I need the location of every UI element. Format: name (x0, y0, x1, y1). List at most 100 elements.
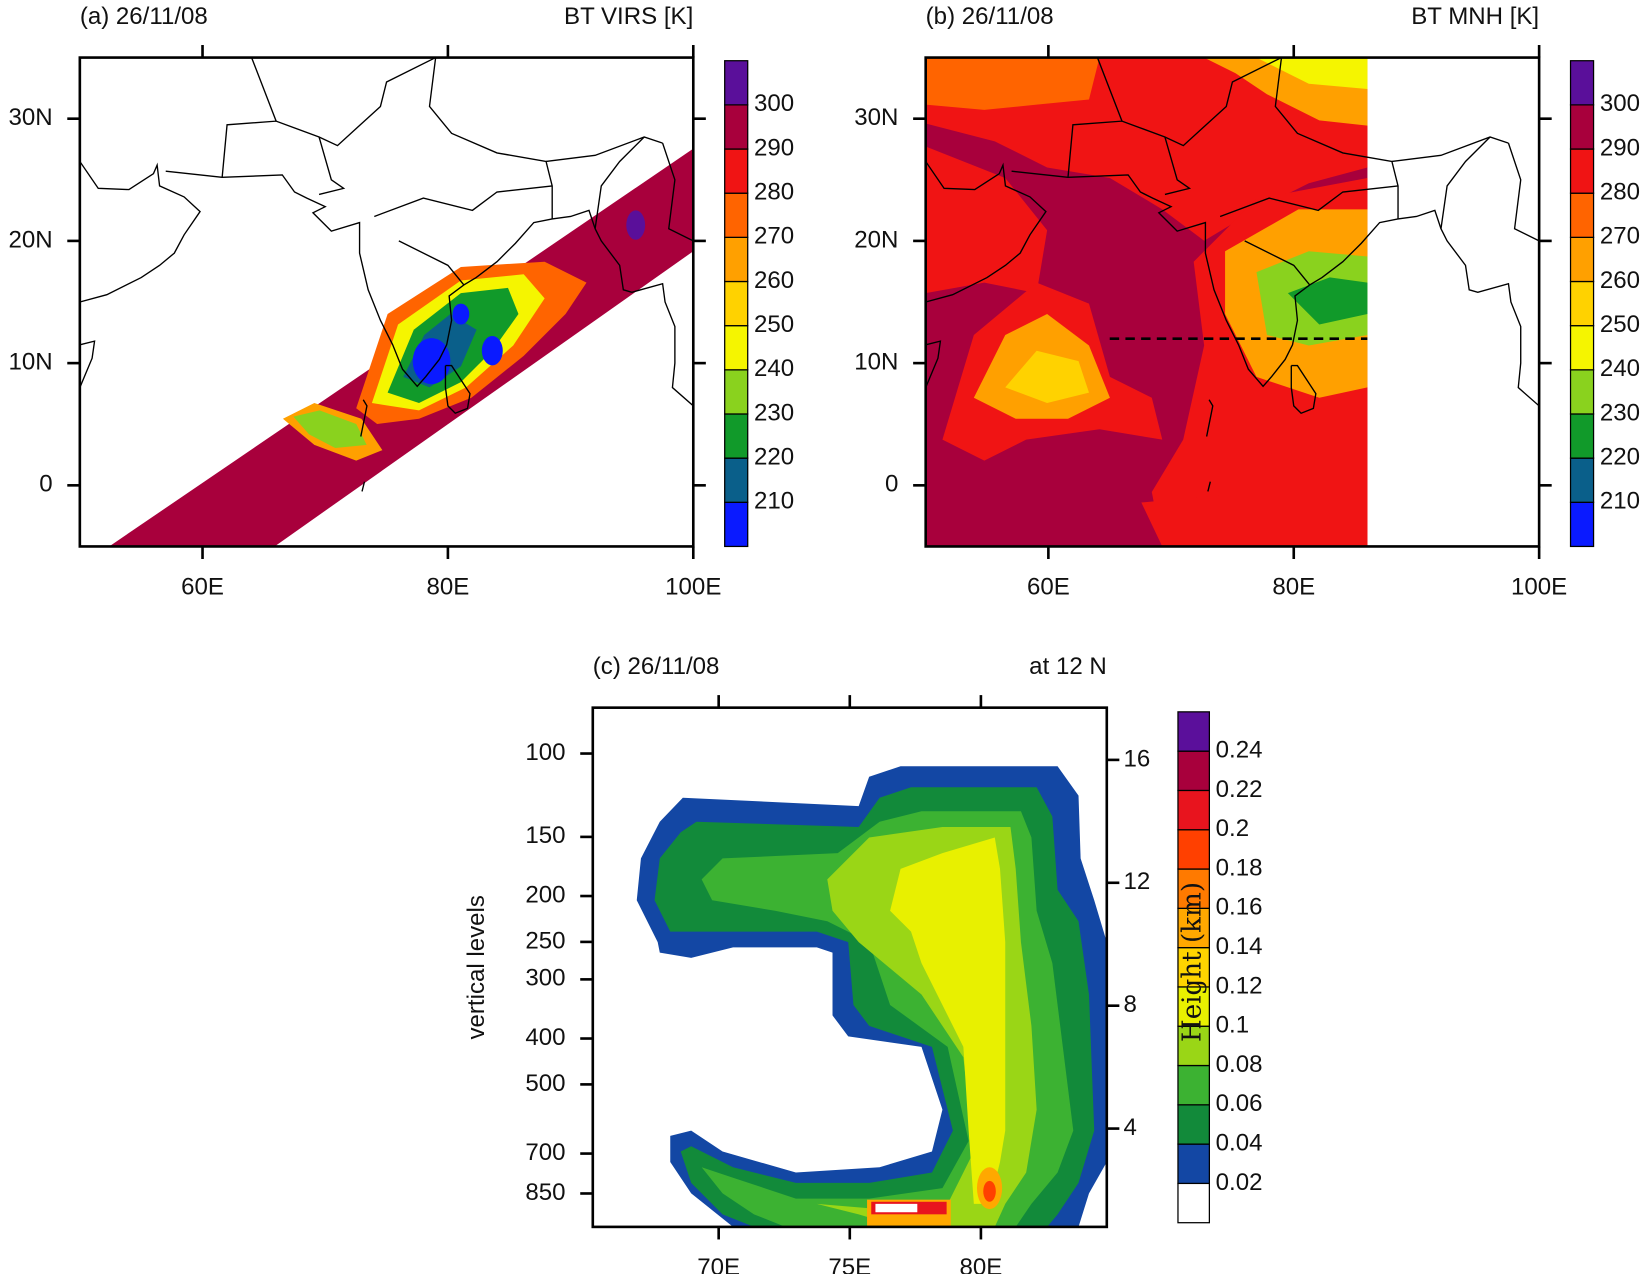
colorbar-box (1569, 501, 1595, 548)
coastline (374, 185, 553, 218)
y-tick-label: 850 (525, 1179, 565, 1206)
colorbar-label: 290 (754, 134, 794, 161)
coastlines-b (925, 57, 1540, 492)
colorbar-box (1569, 457, 1595, 503)
y-tick-label: 30N (8, 104, 52, 131)
x-tick-label: 80E (1272, 574, 1315, 601)
x-tick-label: 70E (697, 1254, 740, 1274)
y-tick-label: 0 (885, 471, 898, 498)
colorbar-label: 0.12 (1216, 972, 1263, 999)
coastline (1096, 57, 1123, 122)
y-tick-label: 700 (525, 1139, 565, 1166)
y-tick-label: 500 (525, 1070, 565, 1097)
colorbar-box (1569, 369, 1595, 415)
colorbar-label: 300 (1600, 90, 1640, 117)
colorbar-box (1177, 789, 1211, 831)
colorbar-box (1569, 280, 1595, 327)
coastline (79, 340, 96, 388)
coastline (1440, 136, 1491, 229)
colorbar-box (1569, 236, 1595, 283)
colorbar-box (1177, 829, 1211, 870)
colorbar-label: 270 (754, 223, 794, 250)
y2-axis-label: Height (km) (1178, 882, 1208, 1042)
coastline (221, 57, 436, 178)
y-tick-label: 30N (854, 104, 898, 131)
coastline (925, 340, 942, 388)
colorbar-label: 300 (754, 90, 794, 117)
coastline (1205, 399, 1214, 437)
coastline (1164, 136, 1192, 196)
y-tick-label: 20N (8, 226, 52, 253)
colorbar-box (724, 369, 749, 415)
y2-tick-label: 4 (1124, 1114, 1137, 1141)
colorbar-label: 220 (754, 443, 794, 470)
panel-label: (b) 26/11/08 (926, 3, 1054, 30)
coastline (79, 161, 201, 303)
panel-label: (c) 26/11/08 (593, 653, 720, 680)
colorbar-box (1569, 148, 1595, 194)
colorbar-label: 0.18 (1216, 854, 1263, 881)
y-tick-label: 100 (525, 739, 565, 766)
x-tick-label: 80E (959, 1254, 1002, 1274)
coastline (1290, 364, 1317, 415)
colorbar-box (1177, 1025, 1211, 1067)
colorbar-box (724, 60, 749, 106)
coastline (318, 136, 346, 196)
panel-title: BT MNH [K] (1411, 3, 1539, 30)
colorbar-box (724, 148, 749, 194)
colorbar-label: 210 (754, 488, 794, 515)
y-axis-label: vertical levels (463, 895, 490, 1039)
y2-tick-label: 8 (1124, 991, 1137, 1018)
colorbar-label: 230 (1600, 399, 1640, 426)
colorbar-box (1177, 750, 1211, 792)
y-tick-label: 250 (525, 927, 565, 954)
colorbar-label: 260 (754, 267, 794, 294)
colorbar-label: 290 (1600, 134, 1640, 161)
y-tick-label: 300 (525, 965, 565, 992)
colorbar-box (724, 104, 749, 150)
colorbar-label: 240 (754, 355, 794, 382)
x-tick-label: 60E (181, 574, 224, 601)
colorbar-box (724, 236, 749, 283)
colorbar-box (724, 413, 749, 459)
colorbar-label: 0.14 (1216, 933, 1263, 960)
colorbar-box (724, 192, 749, 238)
y-tick-label: 200 (525, 881, 565, 908)
colorbar-label: 260 (1600, 267, 1640, 294)
coastline (398, 240, 465, 286)
colorbar-label: 0.2 (1216, 815, 1249, 842)
y-tick-label: 10N (854, 348, 898, 375)
coastline (361, 481, 366, 492)
colorbar-label: 270 (1600, 223, 1640, 250)
coastline (1391, 136, 1509, 163)
coastlines-a (79, 57, 694, 492)
coastline (250, 57, 277, 122)
colorbar-label: 0.08 (1216, 1051, 1263, 1078)
colorbar-box (1569, 60, 1595, 106)
colorbar-label: 0.06 (1216, 1090, 1263, 1117)
contour-field (636, 766, 1107, 1227)
coastline (1219, 185, 1399, 218)
colorbar-label: 240 (1600, 355, 1640, 382)
colorbar-label: 230 (754, 399, 794, 426)
x-tick-label: 75E (828, 1254, 871, 1274)
colorbar-box (1177, 1064, 1211, 1106)
colorbar-box (724, 501, 749, 548)
x-tick-label: 60E (1027, 574, 1070, 601)
colorbar-label: 250 (1600, 311, 1640, 338)
colorbar-box (1569, 413, 1595, 459)
colorbar-box (1177, 711, 1211, 752)
x-tick-label: 80E (426, 574, 469, 601)
colorbar-box (1177, 1143, 1211, 1185)
y-tick-label: 150 (525, 822, 565, 849)
colorbar-label: 280 (1600, 179, 1640, 206)
coastline (1507, 142, 1540, 242)
colorbar-label: 280 (754, 179, 794, 206)
colorbar-label: 0.16 (1216, 894, 1263, 921)
y-tick-label: 20N (854, 226, 898, 253)
coastline (360, 399, 368, 437)
coastline (1244, 240, 1311, 286)
colorbar-label: 220 (1600, 443, 1640, 470)
coastline (1207, 481, 1211, 492)
